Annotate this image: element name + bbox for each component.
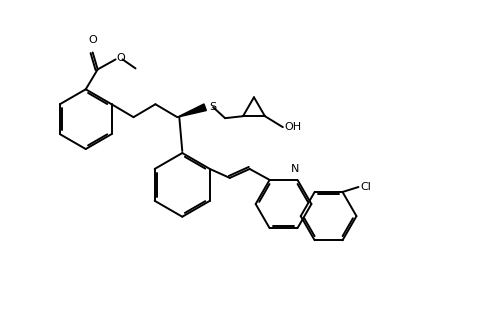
Text: Cl: Cl [360,182,372,192]
Text: O: O [116,53,126,63]
Text: OH: OH [285,122,302,132]
Text: N: N [292,164,300,174]
Polygon shape [178,104,206,117]
Text: O: O [88,35,97,46]
Text: S: S [209,102,216,112]
